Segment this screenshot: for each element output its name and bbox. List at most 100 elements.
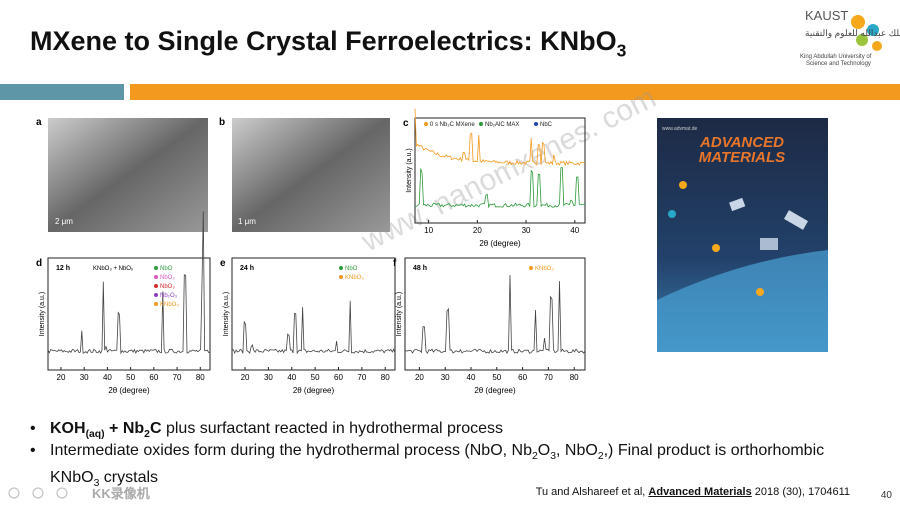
plot-frame [414,117,586,224]
legend-marker [154,293,158,297]
tick-label: 50 [492,373,501,382]
axis-label: 2θ (degree) [108,386,150,395]
bar-left [0,84,124,100]
logo-english: King Abdullah University of [800,54,872,60]
tick-label: 60 [149,373,158,382]
text: + Nb [104,420,145,437]
text: , NbO [556,442,598,459]
legend-label: Nb₂AlC MAX [485,122,519,128]
legend-label: NbC [540,122,553,128]
spectrum [231,300,396,355]
tick-label: 30 [264,373,273,382]
text: O [537,442,551,459]
tick-label: 70 [357,373,366,382]
spectrum [414,108,586,167]
citation: Tu and Alshareef et al, Advanced Materia… [536,486,850,498]
axis-label: Intensity (a.u.) [223,292,230,336]
tick-label: 40 [570,226,579,235]
legend-label: KNbO₃ [345,275,364,281]
panel-label: f [393,258,397,269]
tick-label: 20 [473,226,482,235]
tick-label: 50 [126,373,135,382]
xrd-plot: e 2θ (degree) Intensity (a.u.) 20 30 40 50 60 70… [220,257,396,395]
text: Intermediate oxides form during the hydr… [50,442,532,459]
text: C [149,420,162,437]
tick-label: 40 [103,373,112,382]
text: 2 [144,429,150,441]
tick-label: 30 [80,373,89,382]
legend-label: NbO [160,266,173,272]
logo-name: KAUST [805,8,848,23]
note: KNbO₃ + NbOₓ [93,266,133,272]
xrd-plot: f 2θ (degree) Intensity (a.u.) 20 30 40 50 60 70… [393,257,586,395]
legend-label: NbO [345,266,358,272]
title-sub: 3 [616,40,627,61]
legend-label: 0 s Nb₂C MXene [430,122,475,128]
text: 3 [93,478,100,490]
page-number: 40 [880,490,892,501]
title-text: MXene to Single Crystal Ferroelectrics: … [30,26,617,56]
journal: Advanced Materials [648,486,752,498]
plot-frame [404,257,586,371]
logo: KAUST جامعة الملك عبدالله للعلوم والتقني… [800,8,900,67]
legend-label: NbO₂ [160,275,175,281]
xrd-plot: d 2θ (degree) Intensity (a.u.) 20 30 40 50 60 70… [36,211,211,395]
tick-label: 70 [544,373,553,382]
tick-label: 20 [57,373,66,382]
legend-label: KNbO₃ [160,302,179,308]
logo-english: Science and Technology [806,61,871,67]
tick-label: 60 [518,373,527,382]
axis-label: Intensity (a.u.) [39,292,46,336]
text: Tu and Alshareef et al, [535,486,649,498]
plot-frame [47,257,211,371]
axis-label: 2θ (degree) [293,386,335,395]
text: 2 [532,451,538,463]
legend-marker [339,275,343,279]
panel-label: e [220,258,226,269]
legend-marker [339,266,343,270]
bar-right [130,84,900,100]
text: plus surfactant reacted in hydrothermal … [161,420,504,437]
text: KOH [50,420,86,437]
spectrum [47,211,211,355]
journal-cover: www.advmat.de ADVANCED MATERIALS [657,118,828,352]
legend-marker [479,122,483,126]
tick-label: 70 [173,373,182,382]
text: ,) Final product is orthorhombic KNbO [50,442,825,487]
slide-title: MXene to Single Crystal Ferroelectrics: … [30,26,626,61]
sem-b: b 1 μm [219,117,390,232]
legend-marker [529,266,533,270]
cover-url: www.advmat.de [662,126,698,132]
panel-label: d [36,258,42,269]
legend-label: NbO₃ [160,284,175,290]
text: 2018 (30), 1704611 [751,486,850,498]
tick-label: 20 [415,373,424,382]
axis-label: 2θ (degree) [479,239,521,248]
scale-bar: 1 μm [238,217,256,226]
text: 2 [597,451,604,463]
legend-marker [534,122,538,126]
text: (aq) [85,429,105,441]
bullet: Intermediate oxides form during the hydr… [30,440,850,494]
logo-arabic: جامعة الملك عبدالله للعلوم والتقنية [805,28,900,39]
xrd-plot: c 2θ (degree) Intensity (a.u.) 10 20 30 40 0 s … [403,108,586,248]
scale-bar: 2 μm [55,217,73,226]
time-label: 24 h [240,265,254,272]
panel-label: c [403,118,409,129]
legend-marker [154,302,158,306]
legend-marker [154,275,158,279]
spectrum [414,167,586,209]
panel-label: b [219,117,225,128]
tick-label: 80 [196,373,205,382]
legend-marker [424,122,428,126]
axis-label: Intensity (a.u.) [406,148,413,192]
tick-label: 30 [522,226,531,235]
axis-label: 2θ (degree) [474,386,516,395]
tick-label: 80 [570,373,579,382]
cover-title: MATERIALS [699,149,785,166]
tick-label: 60 [334,373,343,382]
time-label: 12 h [56,265,70,272]
plot-frame [231,257,396,371]
tick-label: 80 [381,373,390,382]
